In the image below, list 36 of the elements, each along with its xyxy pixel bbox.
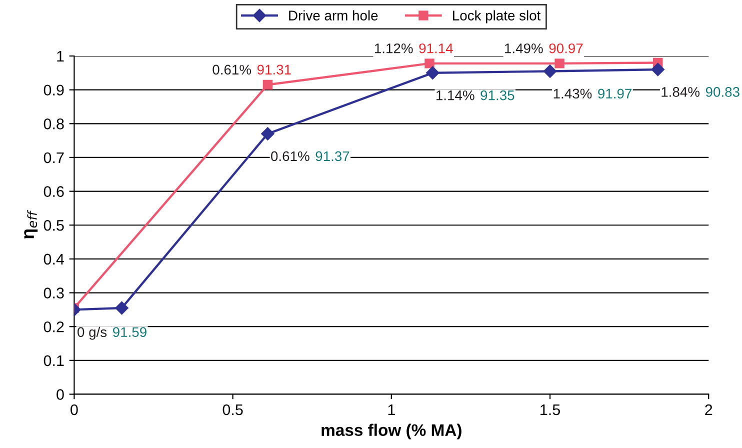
x-tick-label: 0.5 <box>222 404 243 416</box>
annotation: 1.84% 90.83 <box>662 87 740 97</box>
point <box>651 62 664 76</box>
annotation: 1.12% 91.14 <box>374 43 453 54</box>
annotation: 1.49% 90.97 <box>505 43 583 54</box>
point <box>115 301 128 315</box>
x-tick-label: 1 <box>388 404 395 416</box>
point <box>543 64 557 78</box>
point <box>426 66 440 80</box>
annotation: 0.61% 91.37 <box>271 151 350 162</box>
annotation: 0.61% 91.31 <box>212 64 291 75</box>
legend-label: Drive arm hole <box>289 10 378 20</box>
point <box>262 80 273 90</box>
x-tick-label: 1.5 <box>540 404 560 416</box>
y-tick-label: 0.9 <box>44 84 64 96</box>
annotation: 1.14% 91.35 <box>436 90 514 100</box>
legend-label: Lock plate slot <box>453 10 541 24</box>
y-tick-label: 0.8 <box>44 118 64 130</box>
y-tick-label: 0.5 <box>44 220 64 231</box>
y-tick-label: 0.4 <box>44 254 64 265</box>
y-tick-label: 0.1 <box>44 355 64 366</box>
y-tick-label: 0 <box>56 389 64 400</box>
x-tick-label: 0 <box>70 404 78 416</box>
y-axis-title: η$_{eff}$ <box>24 210 38 238</box>
y-tick-label: 0.2 <box>44 321 64 332</box>
x-axis-title: mass flow (% MA) <box>322 424 462 440</box>
annotation: 0 g/s 91.59 <box>78 326 146 340</box>
y-tick-label: 1 <box>57 51 64 62</box>
y-tick-label: 0.3 <box>44 288 64 298</box>
point <box>554 58 564 68</box>
point <box>261 127 274 140</box>
annotation: 1.43% 91.97 <box>554 88 632 99</box>
x-tick-label: 2 <box>705 404 712 416</box>
y-tick-label: 0.6 <box>44 186 64 197</box>
y-tick-label: 0.7 <box>44 152 64 164</box>
point <box>424 58 434 68</box>
